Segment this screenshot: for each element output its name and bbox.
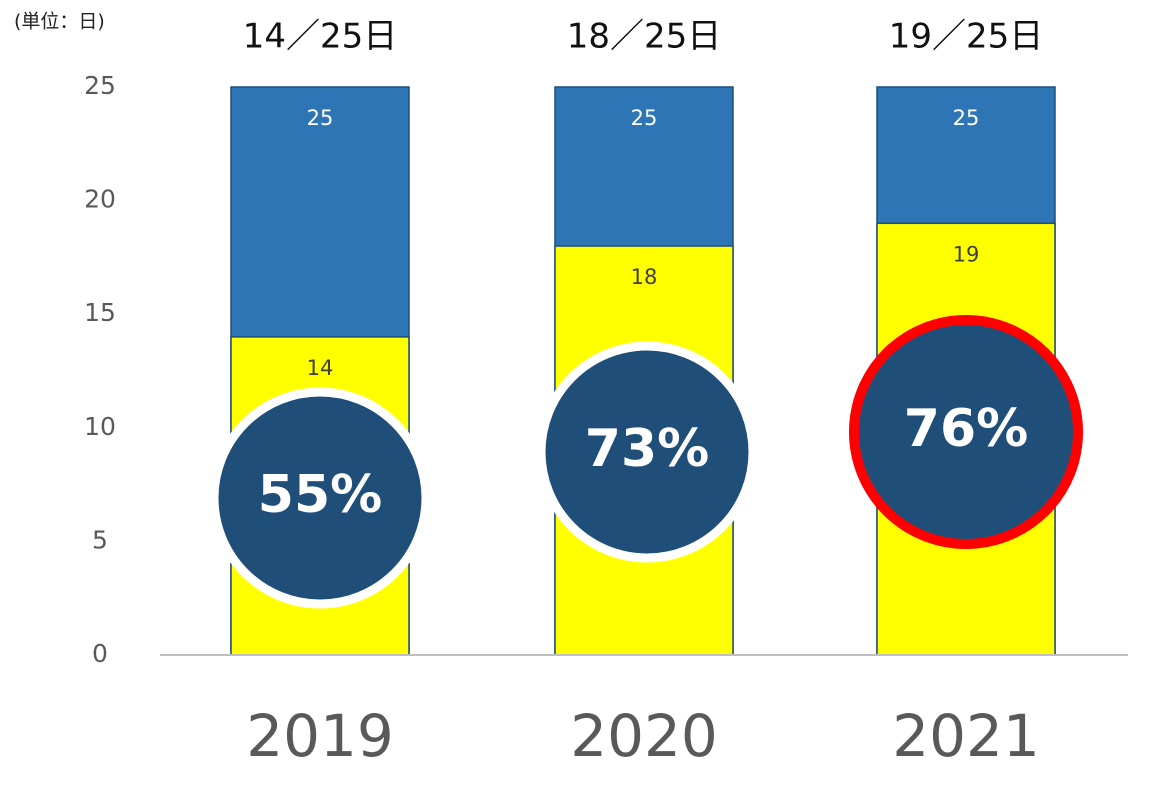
y-tick-label: 0 bbox=[92, 639, 108, 668]
badge bbox=[536, 341, 758, 563]
value-label: 25 bbox=[307, 106, 334, 130]
top-label: 19／25日 bbox=[889, 17, 1044, 57]
badge-label: 76% bbox=[904, 399, 1028, 459]
value-label: 19 bbox=[953, 242, 980, 266]
y-tick-label: 15 bbox=[84, 298, 116, 327]
value-label: 18 bbox=[631, 265, 658, 289]
x-tick-label: 2019 bbox=[246, 702, 394, 770]
top-label: 18／25日 bbox=[567, 17, 722, 57]
y-tick-label: 10 bbox=[84, 412, 116, 441]
badge-label: 55% bbox=[258, 465, 382, 525]
value-label: 25 bbox=[953, 106, 980, 130]
x-tick-label: 2021 bbox=[892, 702, 1040, 770]
x-tick-label: 2020 bbox=[570, 702, 718, 770]
top-label: 14／25日 bbox=[243, 17, 398, 57]
badge bbox=[209, 387, 431, 609]
y-tick-label: 20 bbox=[84, 185, 116, 214]
badge bbox=[849, 315, 1083, 549]
unit-label: (単位：日) bbox=[14, 11, 105, 33]
value-label: 14 bbox=[307, 356, 334, 380]
badge-label: 73% bbox=[585, 419, 709, 479]
y-tick-label: 25 bbox=[84, 71, 116, 100]
y-tick-label: 5 bbox=[92, 525, 108, 554]
value-label: 25 bbox=[631, 106, 658, 130]
